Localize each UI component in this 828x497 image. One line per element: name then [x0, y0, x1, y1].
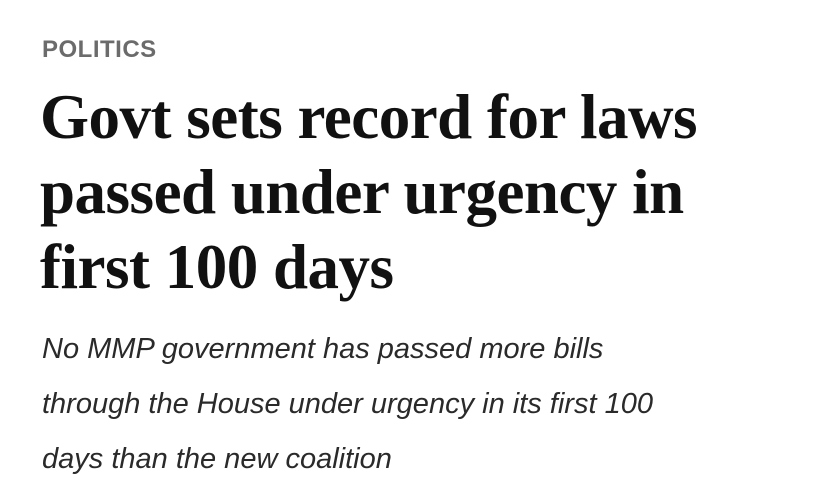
headline: Govt sets record for laws passed under ur…	[40, 80, 698, 305]
standfirst: No MMP government has passed more bills t…	[42, 322, 653, 487]
standfirst-line: through the House under urgency in its f…	[42, 388, 653, 420]
standfirst-line: No MMP government has passed more bills	[42, 333, 604, 365]
standfirst-line: days than the new coalition	[42, 443, 392, 475]
headline-line: passed under urgency in	[40, 157, 684, 227]
headline-line: first 100 days	[40, 232, 394, 302]
headline-line: Govt sets record for laws	[40, 82, 698, 152]
section-label: POLITICS	[42, 36, 157, 63]
